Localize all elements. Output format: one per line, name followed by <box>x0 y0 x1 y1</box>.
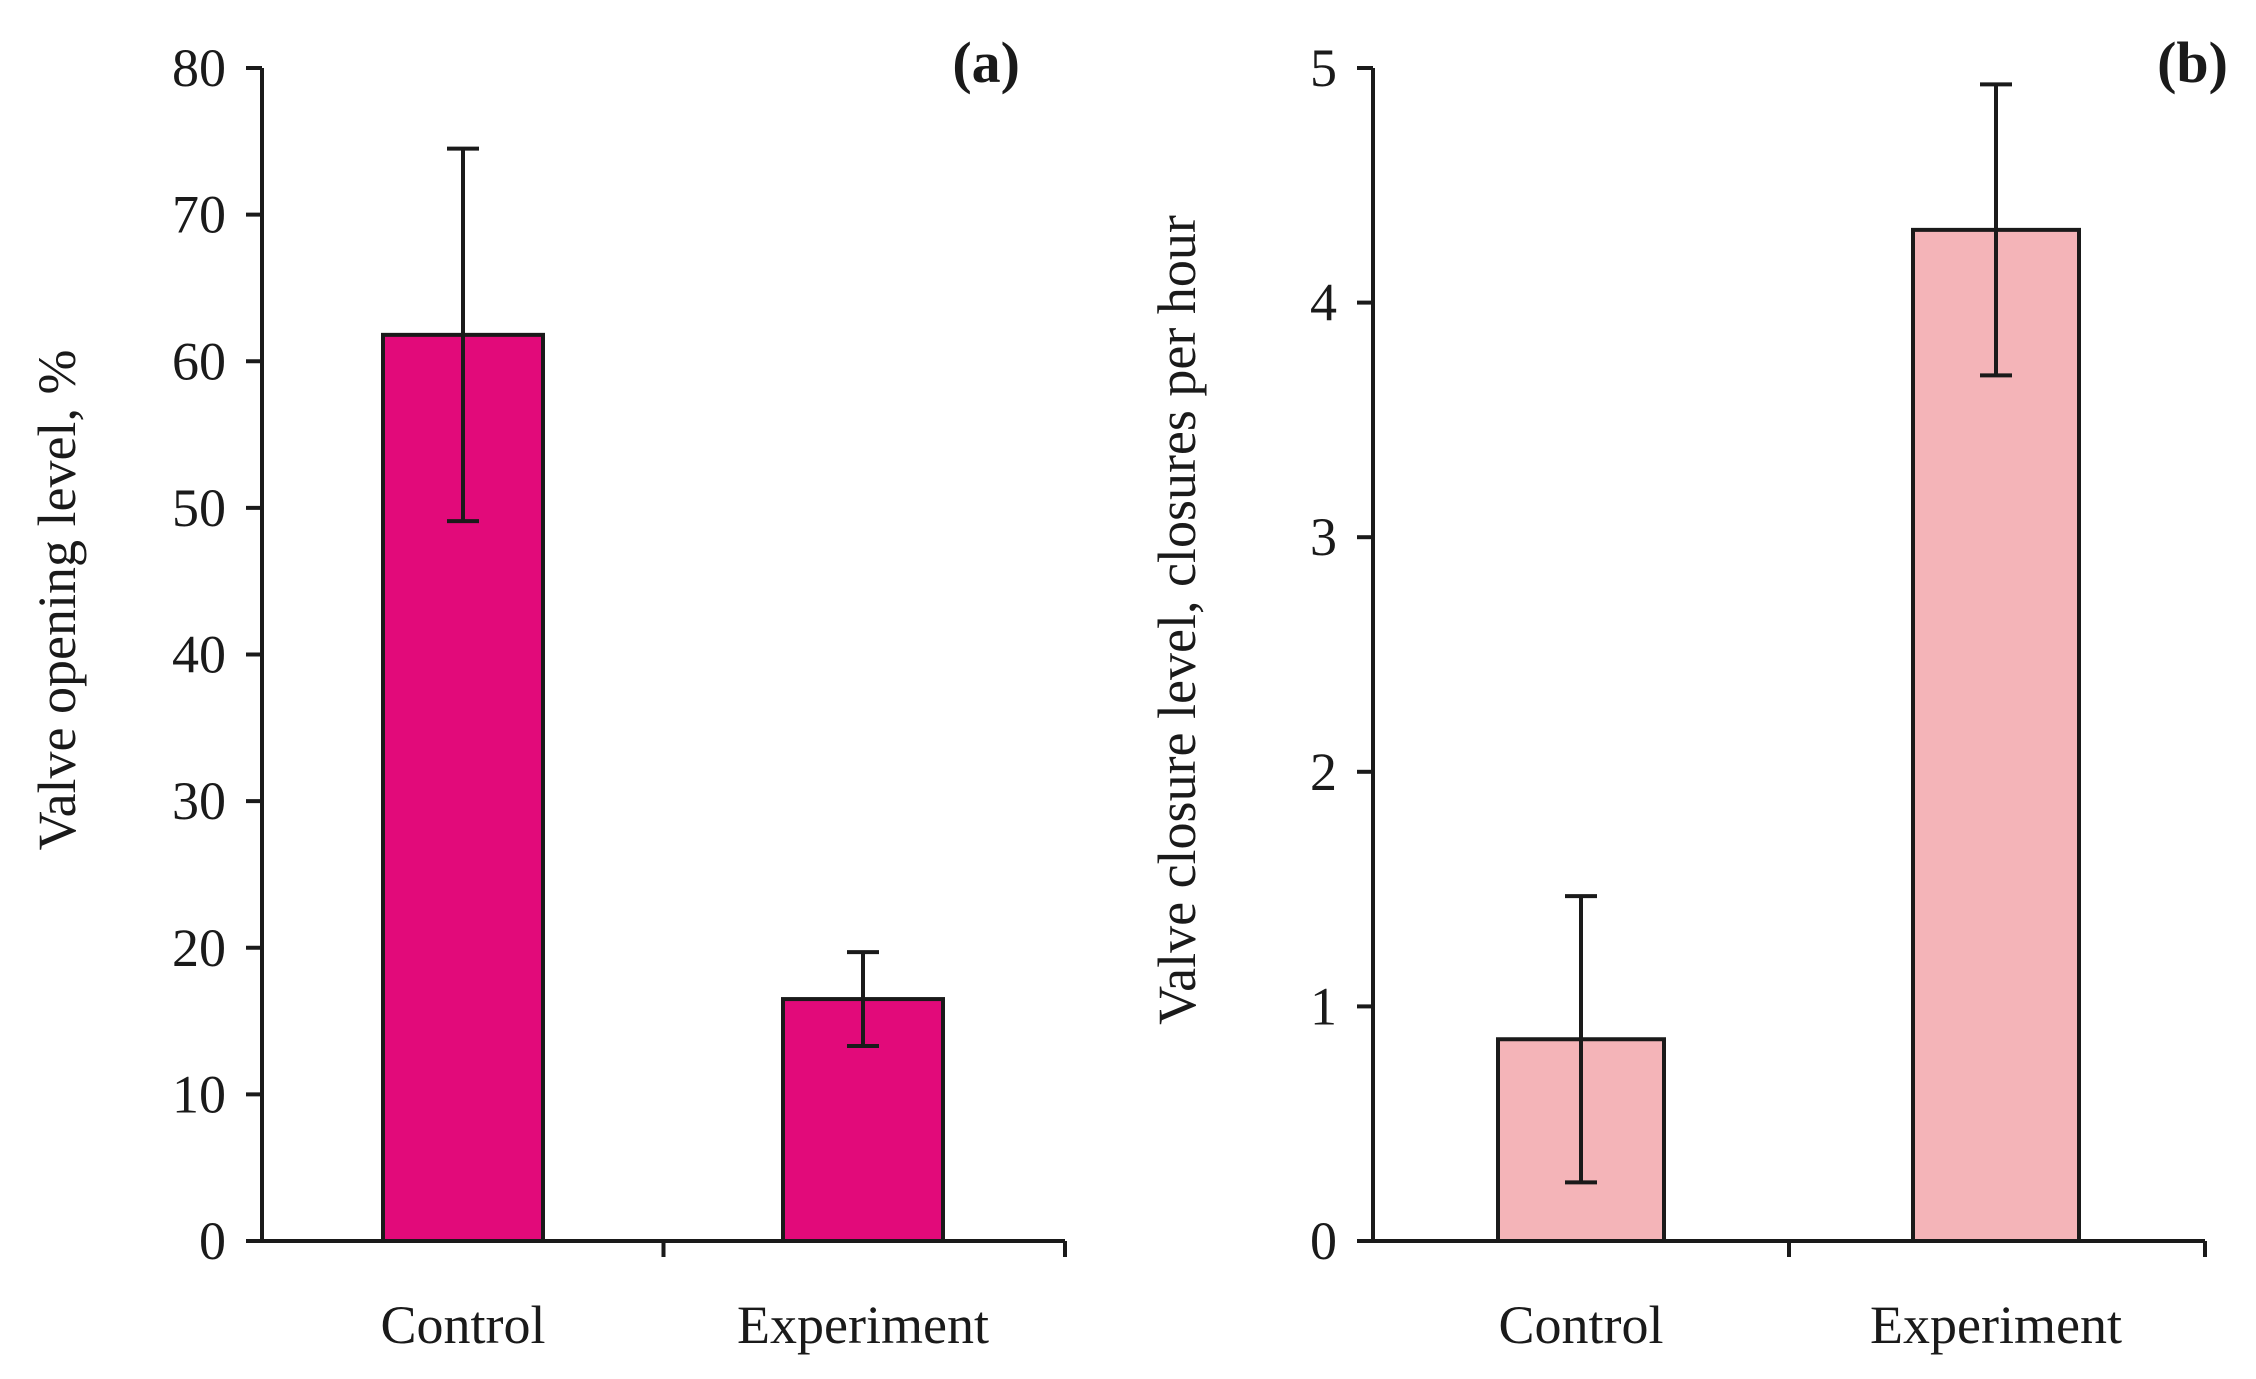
panel-b-x-tick-label-experiment: Experiment <box>1870 1295 2122 1355</box>
panel-b-y-tick-label: 1 <box>1310 976 1337 1036</box>
panel-b-y-tick-label: 3 <box>1310 507 1337 567</box>
panel-a-y-tick-label: 20 <box>172 918 226 978</box>
panel-a-y-tick-label: 30 <box>172 771 226 831</box>
panel-a-y-tick-label: 40 <box>172 625 226 685</box>
panel-b-y-tick-label: 2 <box>1310 742 1337 802</box>
panel-b-bar-experiment <box>1911 227 2081 1243</box>
panel-a-y-axis-title: Valve opening level, % <box>27 350 87 851</box>
panel-b-y-tick-label: 0 <box>1310 1211 1337 1271</box>
panel-b-label: (b) <box>2157 30 2228 95</box>
panel-a-x-tick-label-experiment: Experiment <box>737 1295 989 1355</box>
panel-b-y-tick-label: 4 <box>1310 273 1337 333</box>
panel-a-chart: Valve opening level, % (a) 0 10 20 30 40 50 60… <box>27 30 1067 1355</box>
panel-b-chart: Valve closure level, closures per hour (… <box>1147 30 2228 1355</box>
panel-a-y-tick-label: 80 <box>172 38 226 98</box>
panel-b-plot-area: 0 1 2 3 4 5 Control Experiment <box>1310 38 2207 1355</box>
panel-a-y-tick-label: 10 <box>172 1064 226 1124</box>
panel-b-y-tick-label: 5 <box>1310 38 1337 98</box>
panel-a-plot-area: 0 10 20 30 40 50 60 70 80 Control Experiment <box>172 38 1067 1355</box>
panel-a-label: (a) <box>952 30 1020 95</box>
panel-a-x-tick-label-control: Control <box>380 1295 545 1355</box>
panel-b-y-axis-title: Valve closure level, closures per hour <box>1147 215 1207 1025</box>
panel-a-y-tick-label: 60 <box>172 331 226 391</box>
panel-a-y-tick-label: 70 <box>172 185 226 245</box>
panel-a-y-tick-label: 50 <box>172 478 226 538</box>
panel-b-x-tick-label-control: Control <box>1498 1295 1663 1355</box>
panel-a-y-tick-label: 0 <box>199 1211 226 1271</box>
